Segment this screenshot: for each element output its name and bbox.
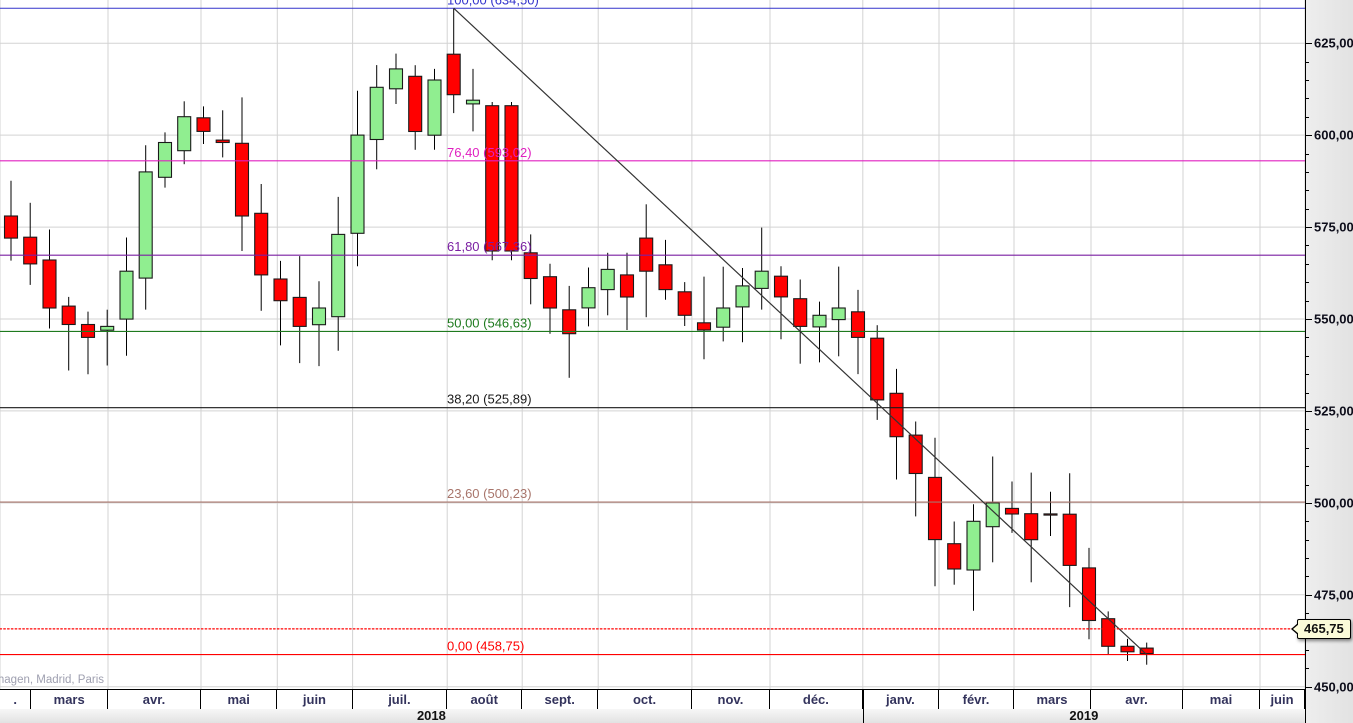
svg-text:100,00 (634,50): 100,00 (634,50) — [447, 0, 539, 8]
svg-text:61,80 (567,36): 61,80 (567,36) — [447, 239, 532, 254]
svg-text:76,40 (593,02): 76,40 (593,02) — [447, 145, 532, 160]
svg-text:38,20 (525,89): 38,20 (525,89) — [447, 392, 532, 407]
svg-text:50,00 (546,63): 50,00 (546,63) — [447, 315, 532, 330]
svg-text:23,60 (500,23): 23,60 (500,23) — [447, 486, 532, 501]
svg-text:0,00 (458,75): 0,00 (458,75) — [447, 639, 524, 654]
